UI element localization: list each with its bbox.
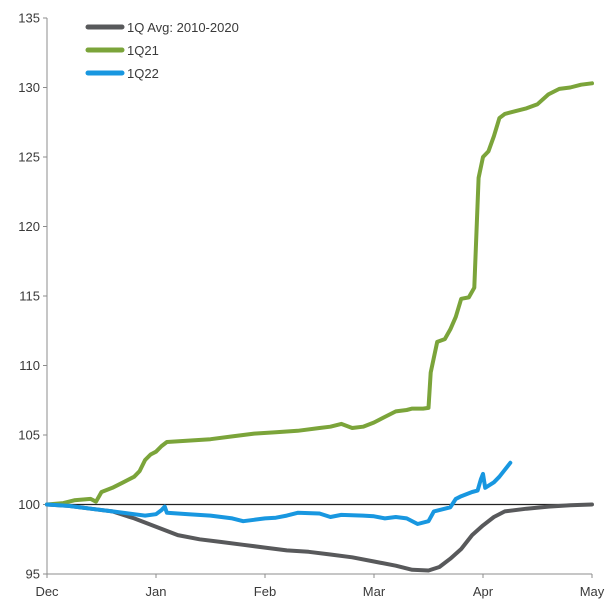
x-tick-label: Apr [473, 584, 494, 599]
x-tick-label: Mar [363, 584, 386, 599]
legend-label-2: 1Q21 [127, 43, 159, 58]
y-tick-label: 110 [19, 358, 40, 373]
chart-series-layer [45, 81, 594, 573]
y-tick-label: 95 [26, 567, 40, 582]
x-tick-label: Jan [146, 584, 167, 599]
legend-label-3: 1Q22 [127, 66, 159, 81]
x-tick-label: May [580, 584, 605, 599]
series-line-2 [45, 81, 594, 507]
x-tick-label: Dec [35, 584, 59, 599]
y-tick-label: 130 [18, 80, 40, 95]
series-line-3 [45, 460, 513, 526]
x-tick-label: Feb [254, 584, 276, 599]
y-tick-label: 135 [18, 11, 40, 26]
y-tick-label: 105 [18, 428, 40, 443]
y-tick-label: 120 [18, 219, 40, 234]
y-tick-label: 125 [18, 150, 40, 165]
chart-legend: 1Q Avg: 2010-2020 1Q21 1Q22 [85, 20, 239, 81]
chart-axes: 95 100 105 110 115 120 125 130 135 Dec Jan Feb Mar Ap… [18, 11, 604, 600]
legend-label-1: 1Q Avg: 2010-2020 [127, 20, 239, 35]
y-tick-label: 100 [18, 497, 40, 512]
series-line-1 [45, 502, 594, 573]
y-tick-label: 115 [19, 289, 40, 304]
